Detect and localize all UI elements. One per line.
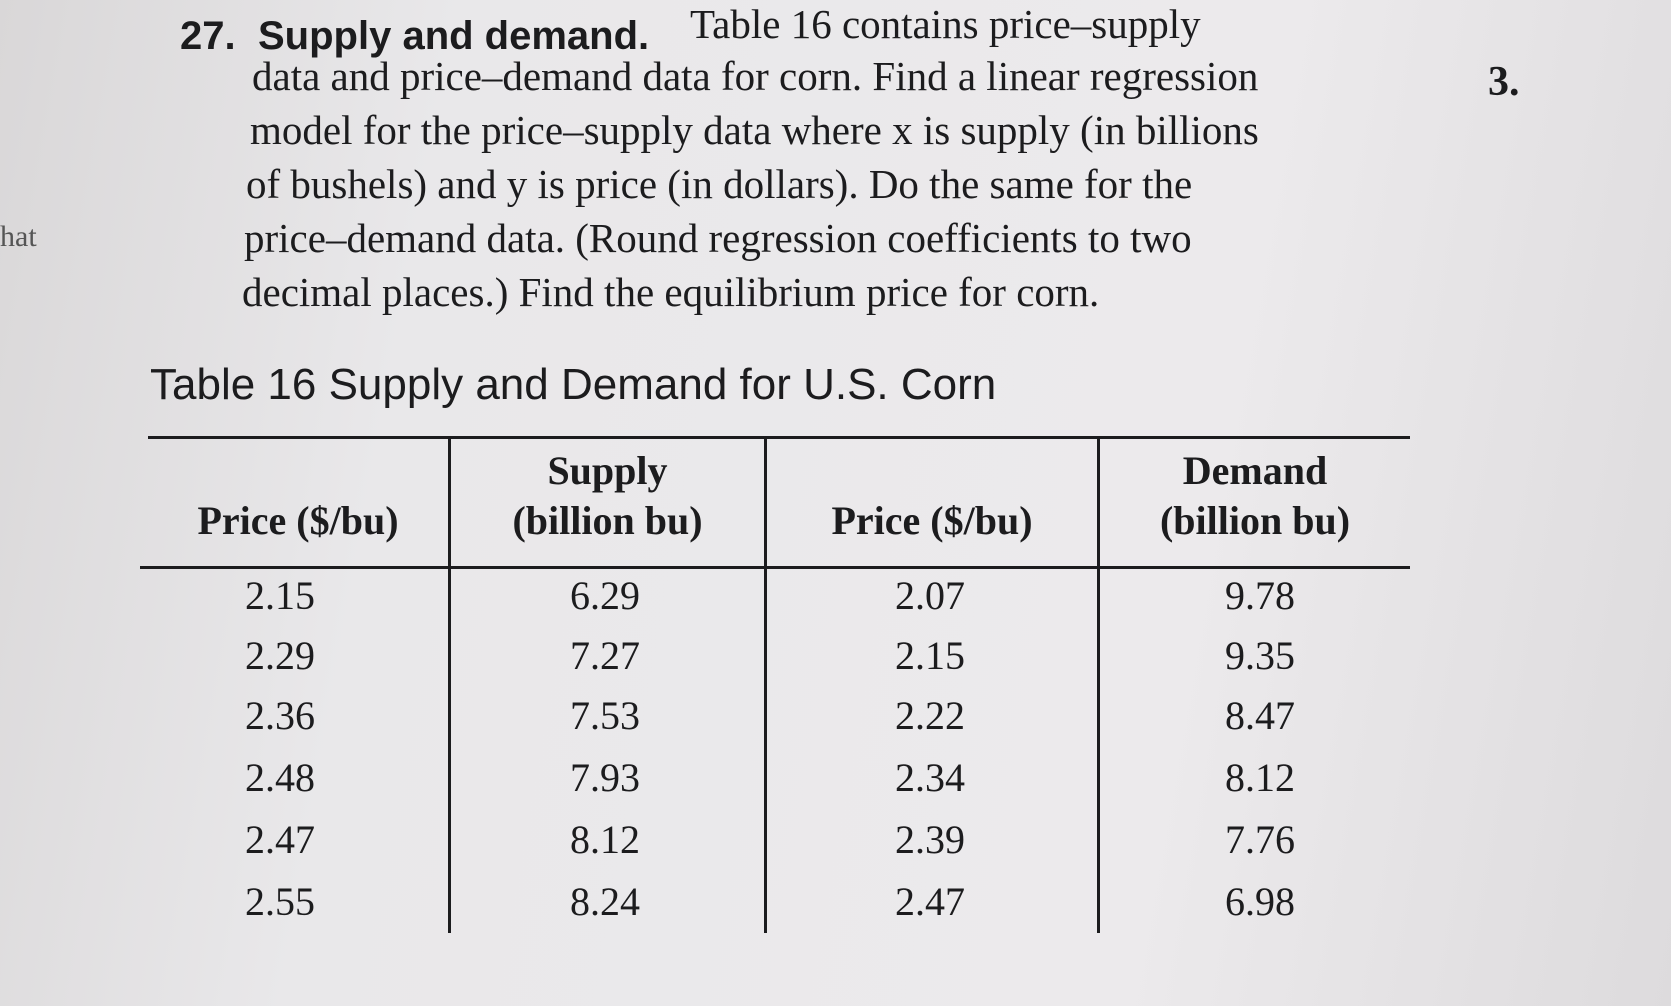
table-cell: 7.76: [1225, 817, 1295, 862]
table-cell: 9.78: [1225, 573, 1295, 618]
column-rule: [1097, 438, 1100, 933]
text-line: decimal places.) Find the equilibrium pr…: [242, 269, 1100, 315]
margin-text: hat: [0, 220, 37, 253]
text-line: of bushels) and y is price (in dollars).…: [246, 161, 1193, 207]
table-cell: 2.47: [895, 879, 965, 924]
text-line: Table 16 contains price–supply: [690, 1, 1201, 47]
table-cell: 2.34: [895, 755, 965, 800]
table-cell: 7.93: [570, 755, 640, 800]
text-line: data and price–demand data for corn. Fin…: [252, 53, 1259, 99]
table-cell: 2.29: [245, 633, 315, 678]
table-cell: 2.07: [895, 573, 965, 618]
column-header: Price ($/bu): [197, 498, 399, 543]
table-cell: 2.48: [245, 755, 315, 800]
table-cell: 2.47: [245, 817, 315, 862]
column-rule: [448, 438, 451, 933]
column-rule: [764, 438, 767, 933]
problem-heading: Supply and demand.: [258, 14, 650, 58]
table-cell: 2.22: [895, 693, 965, 738]
column-header: Price ($/bu): [831, 498, 1033, 543]
table-cell: 2.15: [895, 633, 965, 678]
column-header: (billion bu): [512, 498, 703, 543]
table-title: Table 16 Supply and Demand for U.S. Corn: [150, 360, 997, 409]
problem-number: 27.: [180, 14, 236, 58]
table-cell: 2.36: [245, 693, 315, 738]
table-cell: 6.29: [570, 573, 640, 618]
table-cell: 8.24: [570, 879, 640, 924]
table-cell: 7.27: [570, 633, 640, 678]
table-cell: 2.39: [895, 817, 965, 862]
side-number: 3.: [1488, 59, 1520, 105]
table-cell: 8.12: [570, 817, 640, 862]
table-cell: 2.55: [245, 879, 315, 924]
table-cell: 8.47: [1225, 693, 1295, 738]
header-rule: [140, 566, 1410, 569]
table-top-rule: [148, 436, 1410, 439]
column-header: (billion bu): [1159, 498, 1351, 543]
column-header: Demand: [1182, 448, 1328, 493]
text-line: price–demand data. (Round regression coe…: [244, 215, 1192, 261]
table-cell: 8.12: [1225, 755, 1295, 800]
table-cell: 6.98: [1225, 879, 1295, 924]
table-cell: 2.15: [245, 573, 315, 618]
table-cell: 9.35: [1225, 633, 1295, 678]
table-cell: 7.53: [570, 693, 640, 738]
text-line: model for the price–supply data where x …: [250, 107, 1259, 153]
column-header: Supply: [547, 448, 668, 493]
